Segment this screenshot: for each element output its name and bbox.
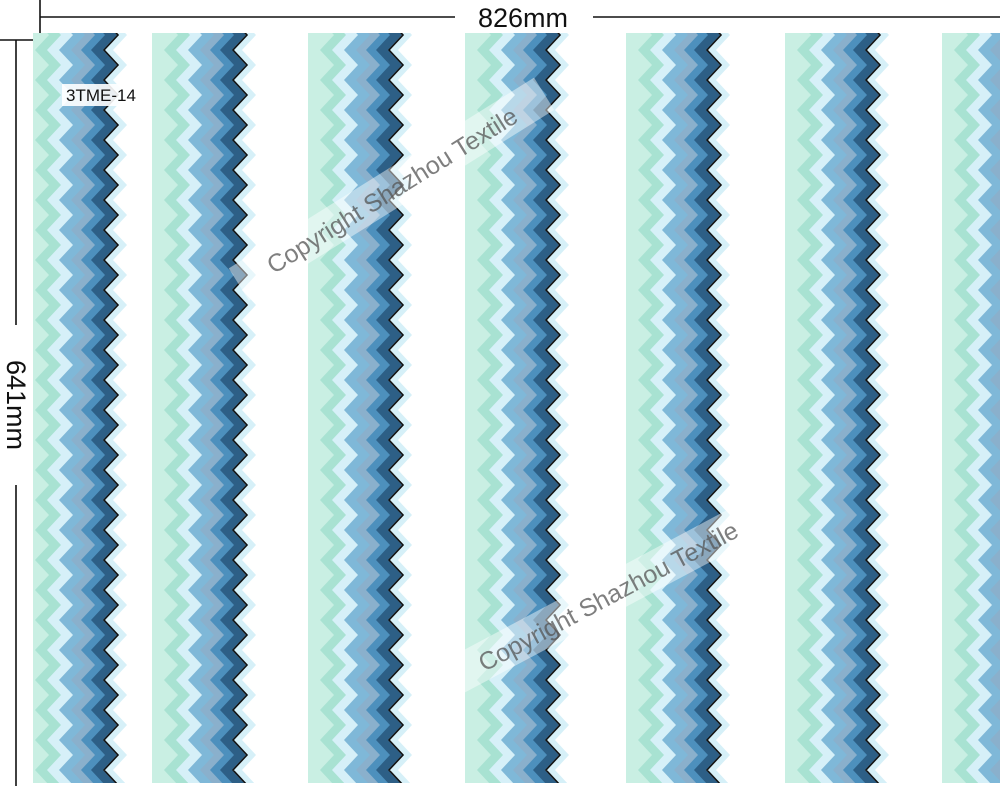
width-dimension: 826mm	[39, 0, 1000, 33]
zigzag-stripe	[626, 33, 730, 783]
zigzag-band	[626, 33, 652, 783]
zigzag-stripe	[465, 33, 569, 783]
zigzag-band	[785, 33, 811, 783]
zigzag-outline	[705, 33, 723, 783]
zigzag-stripe	[785, 33, 889, 783]
height-label: 641mm	[1, 360, 31, 450]
zigzag-outline	[544, 33, 562, 783]
watermark-lower-band	[439, 493, 776, 697]
zigzag-outline	[387, 33, 405, 783]
zigzag-outline	[864, 33, 882, 783]
zigzag-stripes	[33, 33, 1000, 783]
zigzag-stripe	[942, 33, 1000, 783]
zigzag-band	[152, 33, 178, 783]
zigzag-band	[308, 33, 334, 783]
design-code: 3TME-14	[66, 86, 136, 105]
watermark-upper-band	[228, 77, 555, 301]
zigzag-band	[33, 33, 49, 783]
zigzag-band	[465, 33, 491, 783]
zigzag-band	[942, 33, 968, 783]
zigzag-outline	[102, 33, 120, 783]
width-label: 826mm	[478, 3, 568, 33]
height-dimension: 641mm	[0, 39, 33, 786]
design-code-box	[62, 84, 140, 106]
zigzag-stripe	[33, 33, 127, 783]
zigzag-stripe	[308, 33, 412, 783]
zigzag-outline	[231, 33, 249, 783]
zigzag-stripe	[152, 33, 256, 783]
